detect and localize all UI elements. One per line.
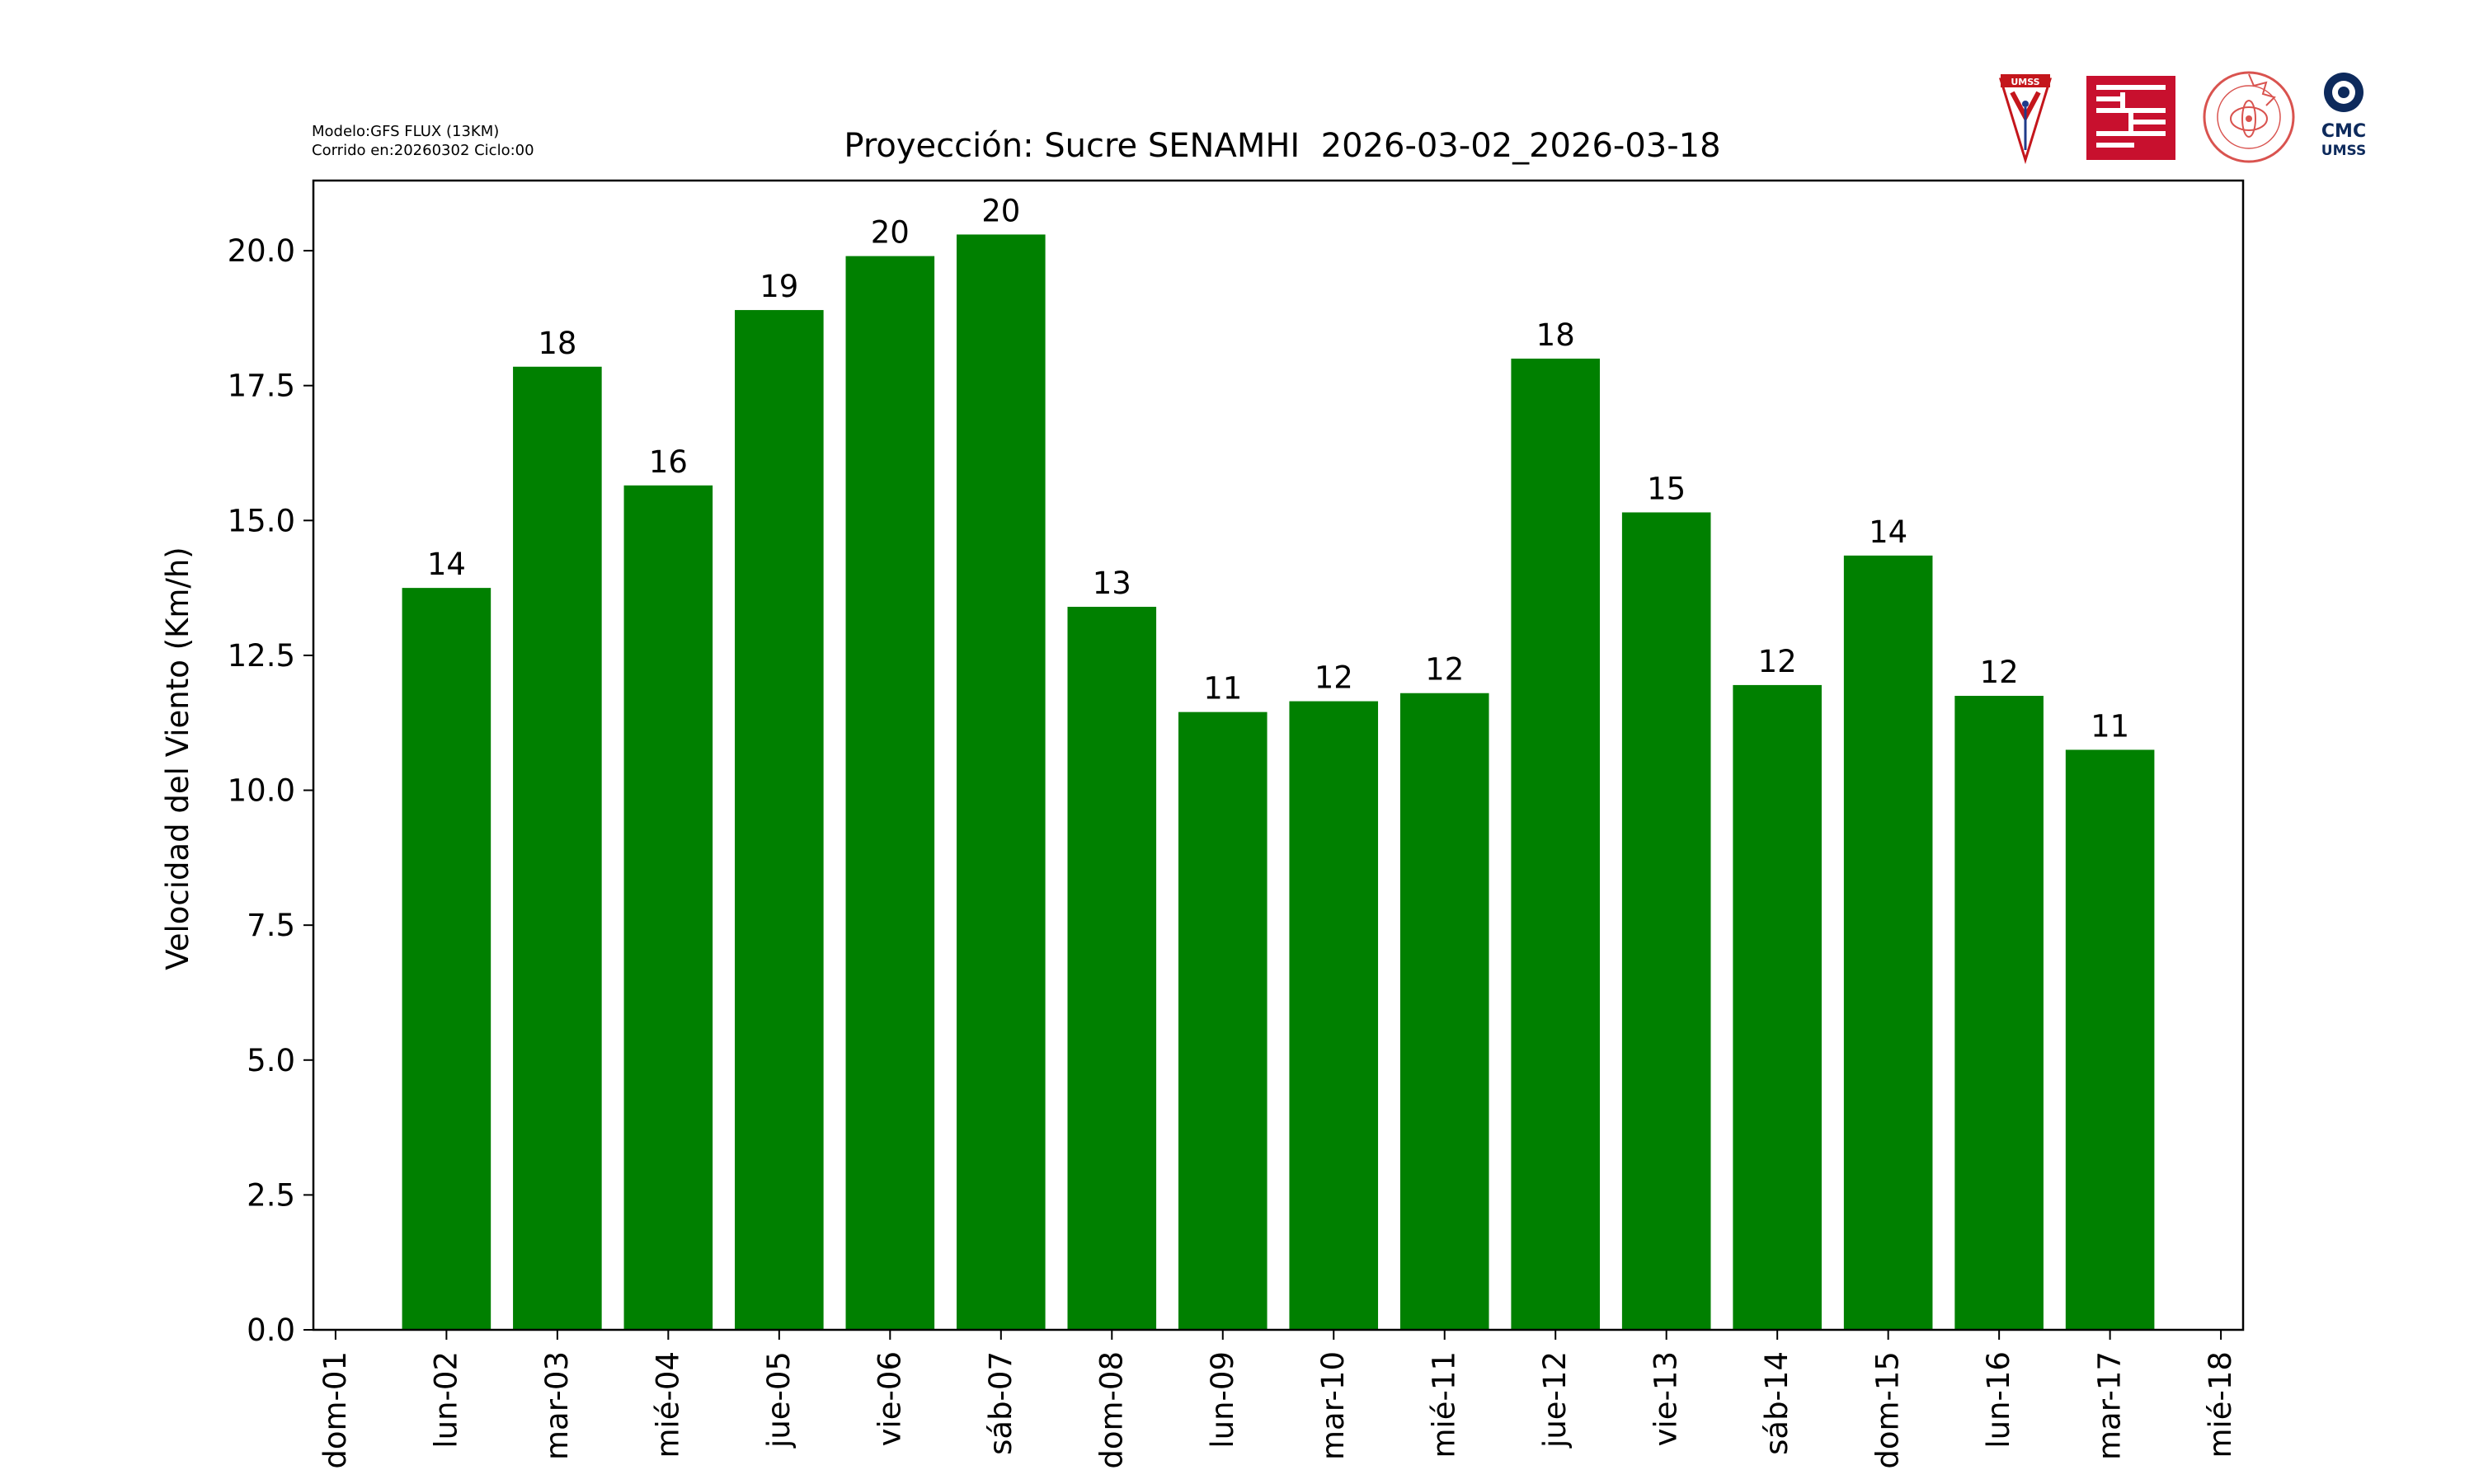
x-tick-label: mar-10 [1315, 1351, 1351, 1460]
x-tick-label: dom-01 [317, 1351, 353, 1469]
x-tick-label: mié-11 [1427, 1351, 1462, 1458]
y-tick-label: 2.5 [247, 1177, 295, 1213]
bar-jue-12 [1511, 358, 1600, 1331]
cmc-umss-logo: CMC UMSS [2321, 73, 2366, 159]
y-tick-label: 5.0 [247, 1043, 295, 1078]
bar-mar-03 [513, 366, 602, 1331]
bar-mié-11 [1399, 693, 1489, 1330]
bar-value-label: 19 [760, 269, 798, 304]
bar-value-label: 14 [427, 547, 466, 582]
bar-mar-17 [2065, 749, 2155, 1330]
bar-value-label: 14 [1869, 514, 1907, 550]
physics-dept-seal [2203, 71, 2295, 163]
bar-vie-06 [845, 256, 935, 1331]
x-tick-label: mar-03 [539, 1351, 575, 1460]
bar-vie-13 [1621, 512, 1711, 1330]
x-tick-label: sáb-07 [983, 1351, 1018, 1455]
cmc-logo-subtext: UMSS [2321, 143, 2366, 159]
bar-mié-04 [623, 485, 713, 1330]
y-tick-label: 10.0 [228, 773, 295, 809]
bar-dom-08 [1067, 607, 1157, 1330]
bar-value-label: 18 [538, 326, 576, 361]
bar-jue-05 [735, 310, 824, 1330]
bar-value-label: 20 [871, 215, 910, 251]
bar-labels-group: 14 18 16 19 20 20 13 11 12 12 18 15 12 14 12 11 [427, 193, 2129, 744]
run-info-text: Corrido en:20260302 Ciclo:00 [312, 142, 534, 159]
bar-value-label: 18 [1536, 317, 1575, 353]
bars-group [402, 234, 2155, 1331]
plot-frame [312, 179, 2245, 1331]
x-tick-label: lun-09 [1205, 1351, 1240, 1449]
x-tick-label: mié-04 [650, 1351, 685, 1458]
y-tick-label: 20.0 [228, 233, 295, 269]
bar-value-label: 13 [1093, 566, 1131, 601]
x-tick-label: vie-13 [1649, 1351, 1684, 1446]
model-info-text: Modelo:GFS FLUX (13KM) [312, 123, 499, 140]
y-tick-label: 0.0 [247, 1313, 295, 1348]
y-tick-label: 7.5 [247, 908, 295, 943]
y-axis-label: Velocidad del Viento (Km/h) [160, 547, 195, 970]
bar-value-label: 12 [1758, 644, 1797, 679]
institution-logos: UMSS CMC UMSS [1996, 68, 2375, 167]
bar-value-label: 12 [1425, 652, 1464, 688]
bar-lun-02 [402, 588, 492, 1330]
y-tick-label: 15.0 [228, 503, 295, 538]
x-axis: dom-01 lun-02 mar-03 mié-04 jue-05 vie-06 sáb-… [317, 1330, 2238, 1469]
x-tick-label: jue-05 [761, 1351, 797, 1449]
bar-value-label: 16 [649, 444, 688, 480]
bar-value-label: 12 [1315, 660, 1353, 696]
fcyt-logo [2086, 76, 2175, 160]
x-tick-label: lun-02 [428, 1351, 463, 1449]
x-tick-label: dom-08 [1094, 1351, 1129, 1469]
bar-value-label: 12 [1980, 655, 2019, 690]
bar-dom-15 [1843, 555, 1933, 1330]
x-tick-label: lun-16 [1981, 1351, 2016, 1449]
bar-lun-09 [1178, 711, 1268, 1330]
x-tick-label: mar-17 [2092, 1351, 2128, 1460]
y-tick-label: 12.5 [228, 638, 295, 674]
bar-sáb-14 [1733, 684, 1822, 1330]
bar-value-label: 11 [1203, 671, 1242, 707]
bar-lun-16 [1954, 696, 2044, 1330]
cmc-logo-text: CMC [2321, 121, 2366, 142]
umss-logo-text: UMSS [2011, 77, 2039, 87]
x-tick-label: vie-06 [872, 1351, 907, 1446]
chart-title: Proyección: Sucre SENAMHI 2026-03-02_202… [844, 127, 1720, 165]
y-axis: 0.0 2.5 5.0 7.5 10.0 12.5 15.0 17.5 20.0 [228, 233, 313, 1348]
bar-value-label: 11 [2091, 708, 2129, 744]
bar-sáb-07 [957, 234, 1046, 1330]
bar-mar-10 [1289, 701, 1379, 1330]
y-tick-label: 17.5 [228, 369, 295, 404]
bar-value-label: 15 [1647, 471, 1686, 506]
bar-value-label: 20 [981, 193, 1020, 228]
umss-logo: UMSS [1998, 74, 2053, 165]
x-tick-label: sáb-14 [1759, 1351, 1794, 1455]
x-tick-label: dom-15 [1870, 1351, 1906, 1469]
x-tick-label: jue-12 [1537, 1351, 1573, 1449]
x-tick-label: mié-18 [2203, 1351, 2238, 1458]
